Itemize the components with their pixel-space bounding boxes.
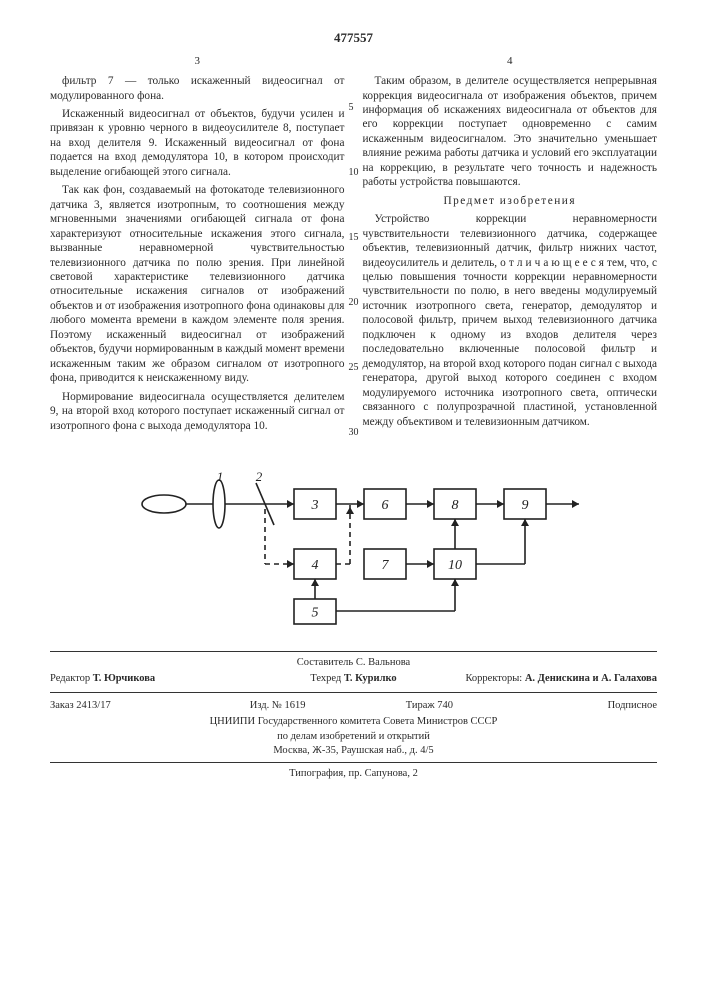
svg-text:2: 2 [255, 469, 262, 484]
svg-text:6: 6 [381, 498, 388, 513]
line-number: 20 [349, 297, 359, 310]
text-columns: 3 фильтр 7 — только искаженный видеосигн… [50, 54, 657, 437]
line-number: 25 [349, 362, 359, 375]
org-line-2: по делам изобретений и открытий [50, 730, 657, 744]
left-column: 3 фильтр 7 — только искаженный видеосигн… [50, 54, 345, 437]
order-row: Заказ 2413/17 Изд. № 1619 Тираж 740 Подп… [50, 697, 657, 715]
address-line: Москва, Ж-35, Раушская наб., д. 4/5 [50, 744, 657, 758]
paragraph: Устройство коррекции неравномерности чув… [363, 212, 658, 429]
izd: Изд. № 1619 [202, 699, 354, 713]
line-number: 15 [349, 232, 359, 245]
block-diagram: 3 6 8 9 4 7 10 5 1 2 [124, 459, 584, 629]
techred: Техред Т. Курилко [252, 672, 454, 686]
right-column: 4 5 10 15 20 25 30 Таким образом, в дели… [363, 54, 658, 437]
paragraph: Так как фон, создаваемый на фотокатоде т… [50, 183, 345, 385]
credits-row: Редактор Т. Юрчикова Техред Т. Курилко К… [50, 670, 657, 688]
svg-text:9: 9 [521, 498, 528, 513]
org-line-1: ЦНИИПИ Государственного комитета Совета … [50, 715, 657, 729]
subject-title: Предмет изобретения [363, 194, 658, 208]
patent-number: 477557 [50, 30, 657, 46]
order: Заказ 2413/17 [50, 699, 202, 713]
line-number: 30 [349, 427, 359, 440]
paragraph: Таким образом, в делителе осуществляется… [363, 74, 658, 190]
col-number-right: 4 [363, 54, 658, 68]
svg-text:7: 7 [381, 558, 389, 573]
correctors: Корректоры: А. Денискина и А. Галахова [455, 672, 657, 686]
page: 477557 3 фильтр 7 — только искаженный ви… [0, 0, 707, 1000]
svg-text:3: 3 [310, 498, 318, 513]
paragraph: Искаженный видеосигнал от объектов, буду… [50, 107, 345, 179]
footer-block: Составитель С. Вальнова Редактор Т. Юрчи… [50, 651, 657, 781]
line-number: 5 [349, 102, 354, 115]
svg-text:8: 8 [451, 498, 458, 513]
svg-text:4: 4 [311, 558, 318, 573]
col-number-left: 3 [50, 54, 345, 68]
line-number: 10 [349, 167, 359, 180]
compiler-line: Составитель С. Вальнова [50, 656, 657, 670]
paragraph: фильтр 7 — только искаженный видеосигнал… [50, 74, 345, 103]
podpis: Подписное [505, 699, 657, 713]
svg-text:10: 10 [448, 558, 462, 573]
paragraph: Нормирование видеосигнала осуществляется… [50, 390, 345, 433]
svg-text:1: 1 [216, 469, 223, 484]
tirazh: Тираж 740 [354, 699, 506, 713]
typography-line: Типография, пр. Сапунова, 2 [50, 767, 657, 781]
editor: Редактор Т. Юрчикова [50, 672, 252, 686]
svg-text:5: 5 [311, 605, 318, 620]
